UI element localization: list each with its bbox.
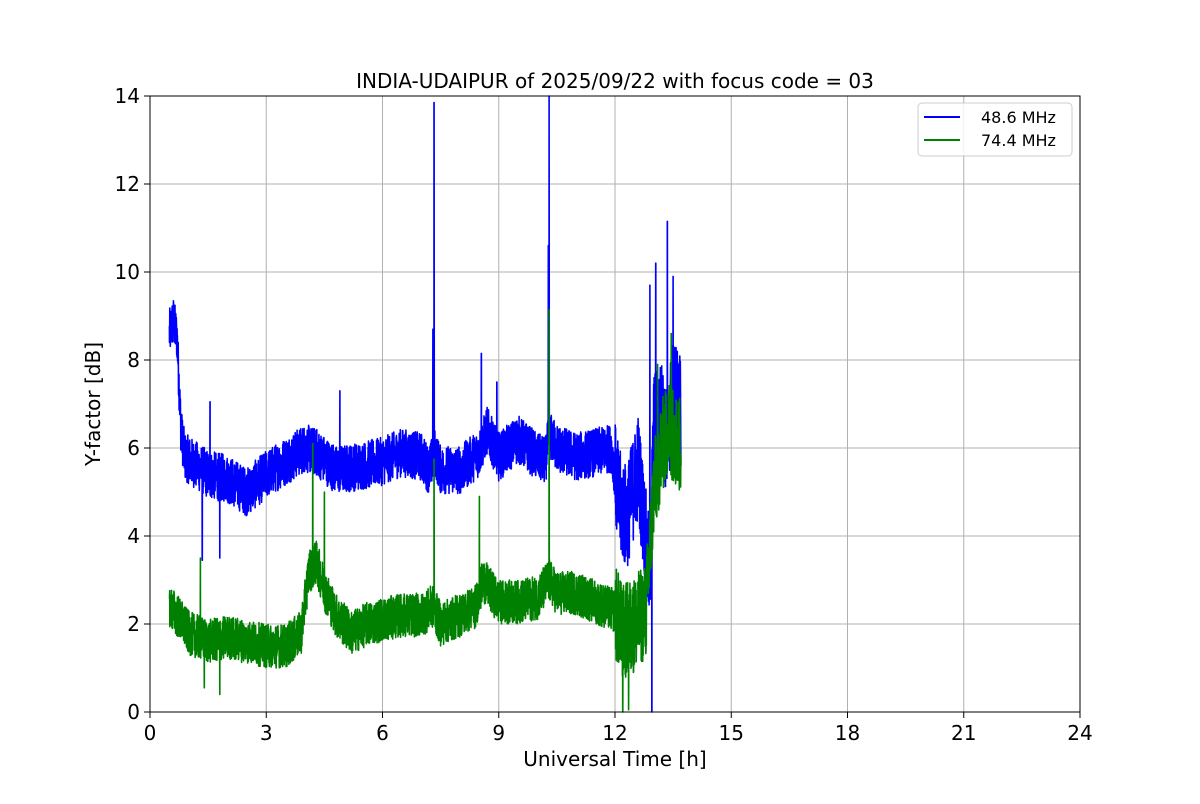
- legend: 48.6 MHz 74.4 MHz: [917, 102, 1073, 157]
- legend-label-48-6: 48.6 MHz: [981, 108, 1056, 127]
- x-tick-label: 6: [376, 721, 389, 745]
- x-tick-label: 9: [492, 721, 505, 745]
- y-tick-label: 10: [115, 260, 140, 284]
- x-tick-label: 24: [1067, 721, 1092, 745]
- y-tick-label: 0: [127, 700, 140, 724]
- legend-label-74-4: 74.4 MHz: [981, 131, 1056, 150]
- series-line-74-4-mhz: [168, 308, 682, 713]
- y-tick-label: 6: [127, 436, 140, 460]
- x-tick-label: 0: [144, 721, 157, 745]
- y-tick-label: 2: [127, 612, 140, 636]
- y-tick-label: 12: [115, 172, 140, 196]
- x-axis-label: Universal Time [h]: [523, 747, 706, 771]
- chart-title: INDIA-UDAIPUR of 2025/09/22 with focus c…: [356, 69, 874, 93]
- x-tick-label: 21: [951, 721, 976, 745]
- y-tick-label: 4: [127, 524, 140, 548]
- y-tick-label: 8: [127, 348, 140, 372]
- series-layer: [168, 95, 682, 713]
- series-line-48-6-mhz: [168, 95, 682, 713]
- y-axis-label: Y-factor [dB]: [81, 342, 105, 467]
- x-tick-label: 18: [835, 721, 860, 745]
- x-tick-label: 3: [260, 721, 273, 745]
- x-tick-label: 12: [602, 721, 627, 745]
- y-tick-label: 14: [115, 84, 140, 108]
- x-tick-label: 15: [719, 721, 744, 745]
